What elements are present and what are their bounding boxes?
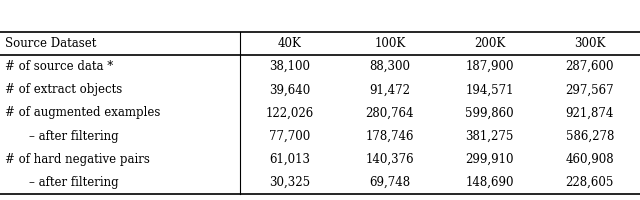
Text: # of extract objects: # of extract objects	[5, 83, 122, 96]
Text: # of source data *: # of source data *	[5, 60, 113, 73]
Text: 91,472: 91,472	[369, 83, 410, 96]
Text: # of hard negative pairs: # of hard negative pairs	[5, 153, 150, 166]
Text: 148,690: 148,690	[465, 176, 514, 189]
Text: 381,275: 381,275	[465, 130, 514, 143]
Text: 287,600: 287,600	[566, 60, 614, 73]
Text: 187,900: 187,900	[465, 60, 514, 73]
Text: 39,640: 39,640	[269, 83, 310, 96]
Text: 38,100: 38,100	[269, 60, 310, 73]
Text: 88,300: 88,300	[369, 60, 410, 73]
Text: 122,026: 122,026	[266, 106, 314, 119]
Text: 300K: 300K	[574, 37, 605, 50]
Text: 61,013: 61,013	[269, 153, 310, 166]
Text: 280,764: 280,764	[365, 106, 414, 119]
Text: 178,746: 178,746	[365, 130, 414, 143]
Text: 30,325: 30,325	[269, 176, 310, 189]
Text: 194,571: 194,571	[465, 83, 514, 96]
Text: 140,376: 140,376	[365, 153, 414, 166]
Text: 921,874: 921,874	[566, 106, 614, 119]
Text: – after filtering: – after filtering	[29, 176, 118, 189]
Text: # of augmented examples: # of augmented examples	[5, 106, 161, 119]
Text: 599,860: 599,860	[465, 106, 514, 119]
Text: 40K: 40K	[278, 37, 302, 50]
Text: 200K: 200K	[474, 37, 505, 50]
Text: 69,748: 69,748	[369, 176, 410, 189]
Text: 460,908: 460,908	[566, 153, 614, 166]
Text: 297,567: 297,567	[566, 83, 614, 96]
Text: – after filtering: – after filtering	[29, 130, 118, 143]
Text: 100K: 100K	[374, 37, 405, 50]
Text: 586,278: 586,278	[566, 130, 614, 143]
Text: 299,910: 299,910	[465, 153, 514, 166]
Text: 77,700: 77,700	[269, 130, 310, 143]
Text: Source Dataset: Source Dataset	[5, 37, 97, 50]
Text: 228,605: 228,605	[566, 176, 614, 189]
